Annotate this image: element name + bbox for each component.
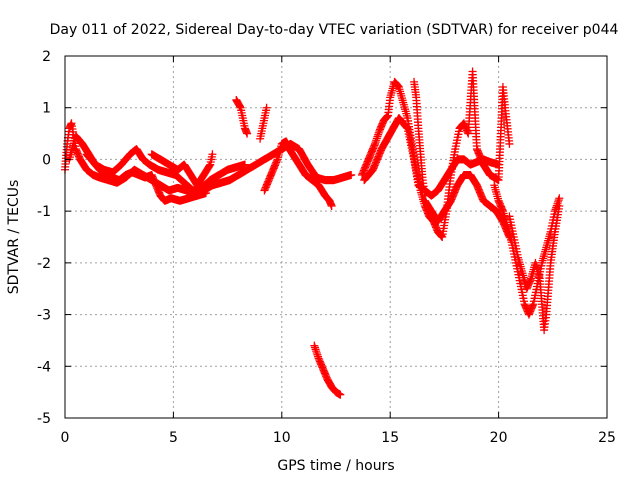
grid-lines (65, 56, 607, 418)
data-point (240, 160, 249, 169)
data-point (555, 194, 564, 203)
y-tick-label: -3 (37, 308, 51, 324)
series-track-f (256, 103, 271, 143)
x-axis-title: GPS time / hours (277, 458, 394, 474)
series-track-n (505, 201, 564, 335)
series-track-h (282, 139, 336, 210)
data-point (327, 201, 336, 210)
data-point (555, 201, 564, 210)
series-track-c (82, 150, 210, 205)
plot-frame (64, 55, 608, 419)
y-tick-label: 1 (42, 101, 51, 117)
x-tick-label: 0 (61, 430, 70, 446)
series-track-o (420, 170, 514, 241)
y-tick-label: 2 (42, 49, 51, 65)
x-tick-label: 20 (490, 430, 508, 446)
x-tick-label: 5 (169, 430, 178, 446)
y-tick-label: -1 (37, 204, 51, 220)
series-track-d (147, 150, 217, 190)
x-tick-label: 15 (381, 430, 399, 446)
x-tick-label: 10 (273, 430, 291, 446)
series-track-l (410, 77, 429, 200)
data-point (201, 189, 210, 198)
x-tick-label: 25 (598, 430, 616, 446)
data-point (505, 139, 514, 148)
data-point (243, 129, 252, 138)
y-tick-label: -2 (37, 256, 51, 272)
chart-title: Day 011 of 2022, Sidereal Day-to-day VTE… (50, 22, 619, 38)
data-point (262, 103, 271, 112)
data-point (336, 390, 345, 399)
data-point (505, 233, 514, 241)
series-track-i (310, 341, 345, 399)
y-tick-label: -4 (37, 359, 51, 375)
axis-ticks: 0 5 10 15 20 25 -5 -4 -3 -2 -1 0 1 2 (37, 49, 616, 446)
data-point (494, 160, 503, 169)
y-tick-label: 0 (42, 152, 51, 168)
y-tick-label: -5 (37, 411, 51, 427)
data-points (61, 67, 564, 399)
y-axis-title: SDTVAR / TECUs (6, 180, 22, 295)
series-track-e (232, 95, 252, 138)
data-point (347, 170, 356, 179)
data-point (208, 150, 217, 159)
